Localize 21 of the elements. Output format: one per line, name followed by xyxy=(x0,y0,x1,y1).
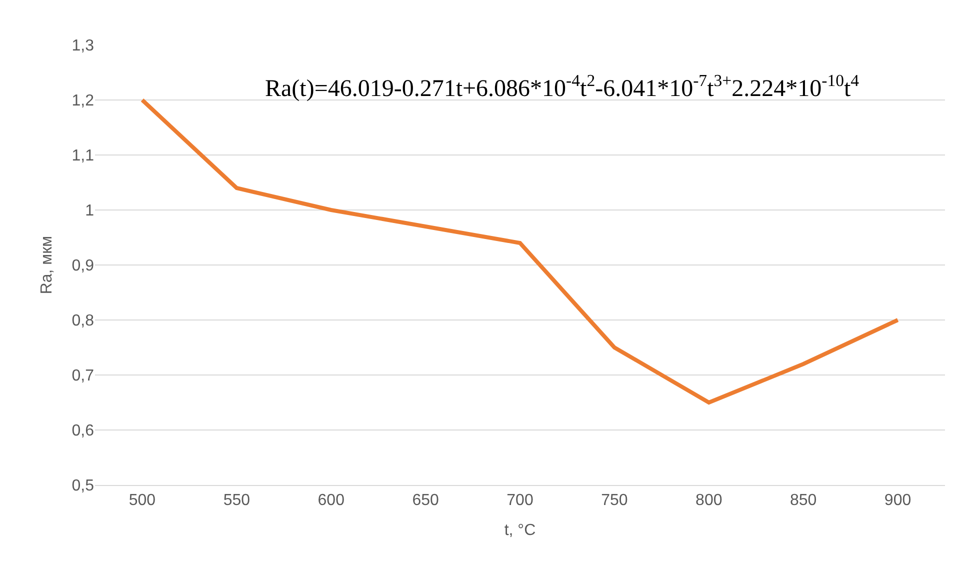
y-tick-label: 1 xyxy=(85,202,94,220)
x-tick-label: 600 xyxy=(318,492,345,510)
y-tick-label: 0,9 xyxy=(72,258,94,275)
x-tick-label: 700 xyxy=(506,492,534,510)
x-tick-label: 750 xyxy=(601,492,628,510)
x-tick-label: 900 xyxy=(884,492,912,510)
y-tick-label: 1,1 xyxy=(72,148,94,165)
x-tick-label: 650 xyxy=(412,492,440,510)
y-tick-label: 0,5 xyxy=(72,478,94,495)
x-tick-label: 850 xyxy=(790,492,817,510)
y-tick-label: 1,2 xyxy=(72,92,94,110)
x-axis-title: t, °C xyxy=(504,522,536,539)
x-tick-label: 500 xyxy=(128,492,156,510)
x-tick-label: 550 xyxy=(223,492,250,510)
y-tick-label: 0,6 xyxy=(72,422,94,440)
y-axis-title: Ra, мкм xyxy=(38,236,56,294)
x-tick-label: 800 xyxy=(696,492,722,510)
y-tick-label: 0,7 xyxy=(72,368,94,385)
y-tick-label: 0,8 xyxy=(72,312,94,330)
y-tick-label: 1,3 xyxy=(72,38,94,55)
text: Ra(t)=46.019-0.271t+6.086*10$^{-4}$t$^{2}$-6.041*10$^{-7}$t$^{3+}$2.224*10$^{-10}$t$^{4}$ xyxy=(265,71,860,102)
